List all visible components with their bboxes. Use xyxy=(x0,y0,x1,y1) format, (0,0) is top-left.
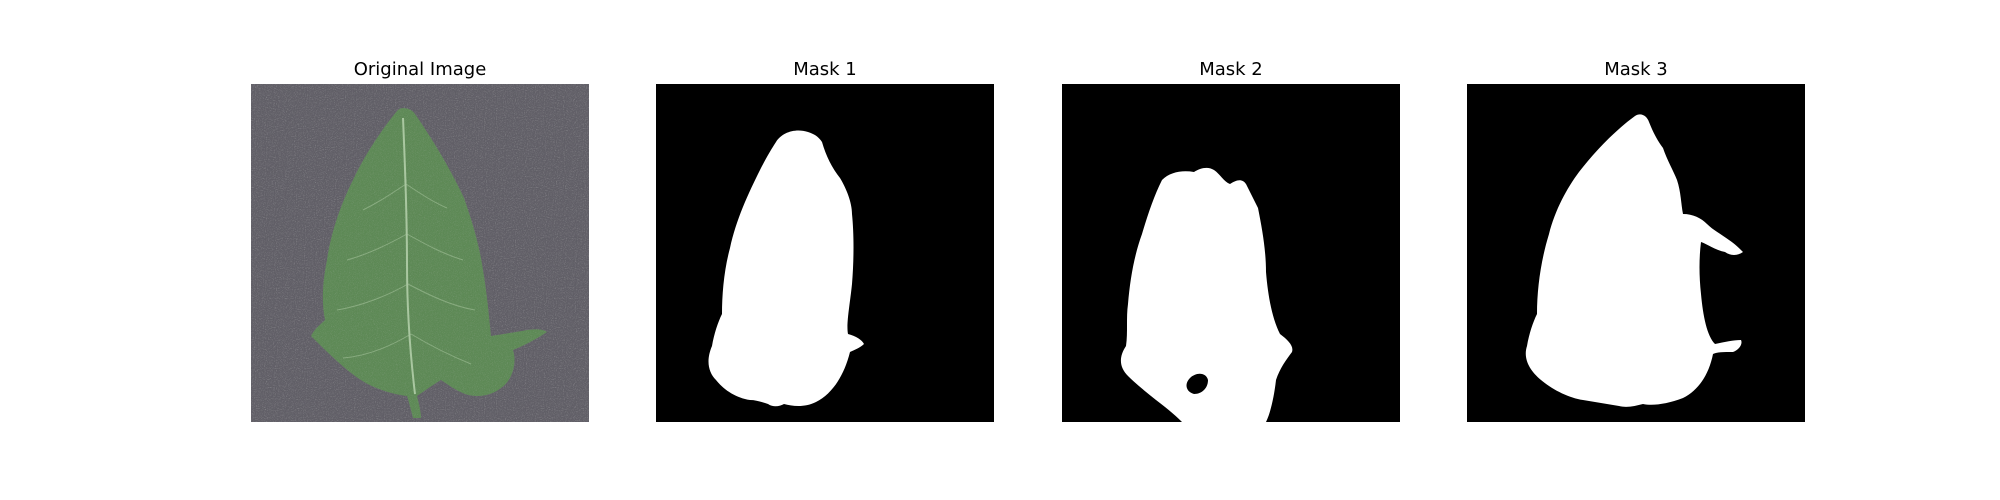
mask-2-hole xyxy=(1186,373,1208,394)
panel-title-mask-1: Mask 1 xyxy=(793,59,857,80)
panel-title-mask-2: Mask 2 xyxy=(1199,59,1263,80)
mask-1-image xyxy=(656,84,994,422)
leaf-veins xyxy=(336,183,476,365)
panel-title-original: Original Image xyxy=(353,59,487,80)
leaf-midrib xyxy=(402,117,416,395)
mask-3-image xyxy=(1467,84,1805,422)
leaf xyxy=(311,108,547,418)
mask-3-region xyxy=(1525,114,1743,407)
mask-2-region xyxy=(1120,167,1293,422)
mask-1-region xyxy=(708,130,864,407)
panel-title-mask-3: Mask 3 xyxy=(1604,59,1668,80)
original-image xyxy=(251,84,589,422)
mask-2-image xyxy=(1062,84,1400,422)
